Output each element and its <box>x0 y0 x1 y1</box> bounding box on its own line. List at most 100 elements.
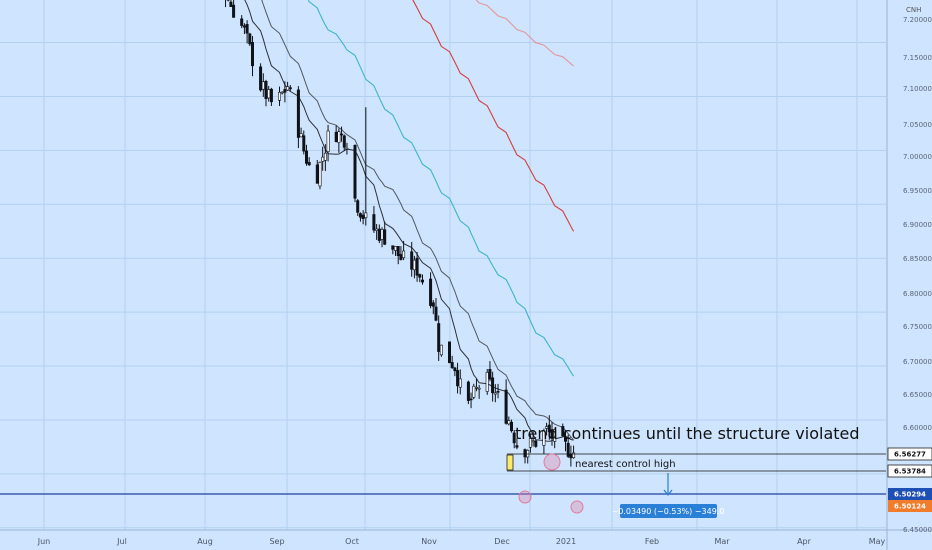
candle-body <box>474 386 478 389</box>
candle-body <box>456 370 460 387</box>
candle-body <box>528 438 532 448</box>
y-tick-label: 7.20000 <box>903 16 932 24</box>
y-tick-label: 6.90000 <box>903 221 932 229</box>
candle-body <box>547 424 551 433</box>
moving-average-line <box>261 0 574 441</box>
price-tag-label: 6.56277 <box>894 451 926 459</box>
price-tag <box>887 464 932 478</box>
candle-body <box>377 228 381 241</box>
moving-average-line <box>412 0 575 232</box>
y-tick-label: 7.15000 <box>903 54 932 62</box>
y-tick-label: 6.45000 <box>903 526 932 534</box>
candle-body <box>458 378 462 388</box>
candle-body <box>515 445 519 448</box>
candle-body <box>402 250 406 258</box>
candle-body <box>334 131 338 142</box>
measure-label: −0.03490 (−0.53%) −349.0 <box>612 507 725 516</box>
y-tick-label: 6.80000 <box>903 290 932 298</box>
candle-body <box>353 145 357 199</box>
grid <box>0 0 886 530</box>
x-tick-label: Sep <box>269 537 284 546</box>
x-tick-label: Mar <box>714 537 730 546</box>
candle-body <box>248 33 252 45</box>
candle-body <box>534 440 538 447</box>
candle-body <box>477 387 481 390</box>
y-tick-label: 6.75000 <box>903 323 932 331</box>
marker-circle <box>543 453 561 471</box>
moving-average-line <box>475 0 574 67</box>
candle-body <box>304 150 308 164</box>
candle-body <box>286 86 290 91</box>
y-tick-label: 6.60000 <box>903 424 932 432</box>
y-tick-label: 6.70000 <box>903 358 932 366</box>
price-tag-label: 6.50294 <box>894 491 926 499</box>
candle-body <box>523 449 527 458</box>
symbol-label: CNH <box>906 6 921 14</box>
candle-body <box>472 385 476 398</box>
x-tick-label: Apr <box>797 537 812 546</box>
candle-body <box>364 212 368 218</box>
y-tick-label: 7.00000 <box>903 153 932 161</box>
candle-body <box>318 162 322 187</box>
candle-body <box>412 259 416 271</box>
y-tick-label: 6.95000 <box>903 187 932 195</box>
candle-body <box>264 81 268 100</box>
candle-body <box>569 453 573 459</box>
candle-body <box>429 278 433 306</box>
x-tick-label: May <box>869 537 886 546</box>
candle-body <box>383 229 387 245</box>
candle-body <box>315 164 319 184</box>
candle-body <box>232 4 236 18</box>
x-tick-label: Nov <box>421 537 437 546</box>
candle-body <box>342 135 346 148</box>
x-tick-label: Dec <box>494 537 509 546</box>
candle-body <box>326 130 330 152</box>
candle-body <box>340 133 344 136</box>
candle-body <box>296 89 300 138</box>
candle-body <box>493 392 497 395</box>
candle-body <box>277 92 281 101</box>
candle-body <box>561 426 565 437</box>
candle-body <box>361 214 365 220</box>
candle-body <box>240 18 244 26</box>
x-tick-label: Aug <box>197 537 213 546</box>
candle-body <box>337 131 341 143</box>
candle-body <box>229 1 233 7</box>
candle-body <box>399 254 403 260</box>
candle-body <box>469 398 473 401</box>
candle-body <box>507 420 511 425</box>
candle-body <box>563 436 567 442</box>
candle-body <box>375 228 379 231</box>
candle-body <box>323 152 327 161</box>
candle-body <box>299 133 303 138</box>
price-tag-label: 6.53784 <box>894 468 926 476</box>
horizontal-levels <box>0 453 886 495</box>
candle-body <box>509 421 513 432</box>
candle-body <box>434 306 438 321</box>
candle-body <box>450 362 454 368</box>
candle-body <box>307 162 311 166</box>
candle-body <box>393 246 397 251</box>
y-tick-label: 7.05000 <box>903 121 932 129</box>
candle-body <box>553 429 557 442</box>
candle-body <box>485 372 489 392</box>
candle-body <box>466 381 470 401</box>
candle-body <box>512 432 516 444</box>
candle-body <box>261 81 265 90</box>
candle-body <box>269 88 273 103</box>
price-tag-label: 6.50124 <box>894 503 926 511</box>
x-tick-label: Jun <box>37 537 51 546</box>
candle-body <box>259 66 263 91</box>
candle-body <box>396 246 400 257</box>
candle-body <box>496 390 500 393</box>
candle-body <box>245 23 249 34</box>
annotation-main: trend continues until the structure viol… <box>515 424 860 443</box>
candle-body <box>280 91 284 94</box>
marker-circle <box>518 490 532 504</box>
candle-body <box>283 89 287 93</box>
measure-arrow-head <box>663 489 673 496</box>
